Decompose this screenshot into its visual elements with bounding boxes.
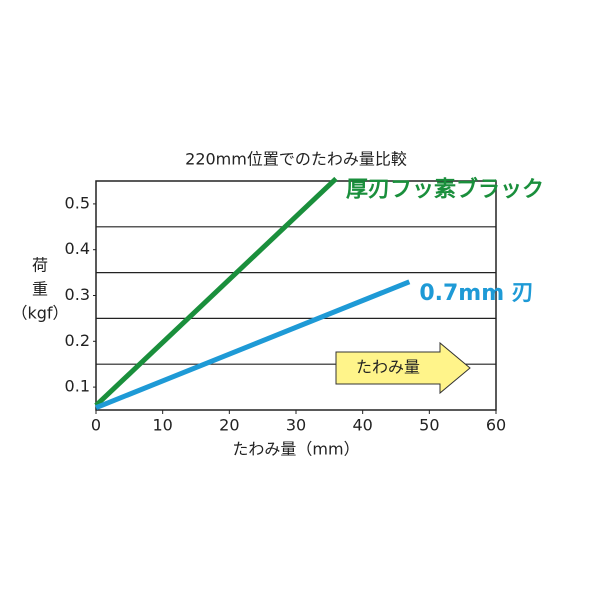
x-tick-label: 0 [91, 416, 101, 435]
y-tick-label: 0.3 [65, 285, 90, 304]
y-tick-label: 0.4 [65, 239, 90, 258]
x-axis-label: たわみ量（mm） [232, 440, 359, 459]
series-label: 0.7mm 刃 [419, 281, 533, 306]
series-line [95, 279, 411, 411]
x-tick-label: 10 [152, 416, 172, 435]
y-axis-label: 重 [32, 280, 48, 299]
y-tick-label: 0.2 [65, 331, 90, 350]
y-axis-label: 荷 [32, 256, 48, 275]
y-tick-label: 0.5 [65, 193, 90, 212]
x-tick-label: 40 [352, 416, 372, 435]
annotation: たわみ量 [356, 358, 420, 377]
x-tick-label: 50 [419, 416, 439, 435]
arrow [335, 341, 471, 395]
x-tick-label: 30 [286, 416, 306, 435]
series-label: 厚刃フッ素ブラック [346, 177, 544, 203]
y-axis-label: （kgf） [11, 304, 68, 323]
chart-title: 220mm位置でのたわみ量比較 [185, 150, 407, 169]
y-tick-label: 0.1 [65, 377, 90, 396]
x-tick-label: 20 [219, 416, 239, 435]
x-tick-label: 60 [486, 416, 506, 435]
series-line [94, 176, 338, 408]
